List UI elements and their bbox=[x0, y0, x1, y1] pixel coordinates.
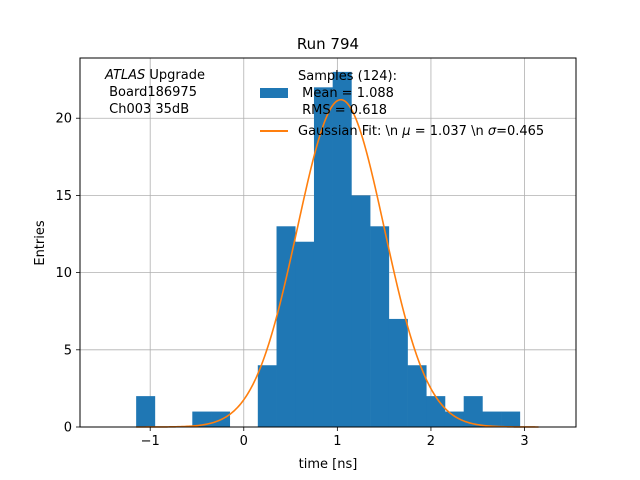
histogram-bar bbox=[136, 396, 156, 427]
legend-fit-text-b: = 1.037 \n bbox=[411, 124, 488, 139]
legend-mean-label: Mean = 1.088 bbox=[298, 86, 394, 101]
annotation-board: Board186975 bbox=[105, 85, 197, 100]
chart-title: Run 794 bbox=[297, 35, 359, 53]
histogram-bars bbox=[136, 71, 521, 428]
histogram-bar bbox=[463, 396, 483, 427]
legend-histogram-swatch bbox=[260, 88, 288, 98]
histogram-bar bbox=[192, 411, 212, 427]
histogram-bar bbox=[482, 411, 502, 427]
histogram-bar bbox=[370, 226, 390, 427]
y-tick-label: 5 bbox=[64, 343, 72, 358]
annotation-line-1: ATLAS Upgrade bbox=[104, 68, 205, 83]
legend-fit-sigma: σ bbox=[488, 124, 497, 139]
gaussian-fit-line bbox=[136, 98, 539, 428]
x-axis-label: time [ns] bbox=[299, 457, 358, 472]
y-tick-label: 10 bbox=[55, 266, 72, 281]
x-tick-label: 0 bbox=[240, 434, 248, 449]
histogram-bar bbox=[501, 411, 521, 427]
legend-samples-label: Samples (124): bbox=[298, 69, 397, 84]
annotation-upgrade: Upgrade bbox=[145, 68, 205, 83]
histogram-bar bbox=[351, 195, 371, 427]
histogram-bar bbox=[313, 87, 333, 428]
y-tick-label: 15 bbox=[55, 189, 72, 204]
histogram-bar bbox=[444, 411, 464, 427]
histogram-bar bbox=[332, 71, 352, 428]
legend-fit-label: Gaussian Fit: \n μ = 1.037 \n σ=0.465 bbox=[298, 124, 544, 139]
histogram-bar bbox=[257, 365, 277, 427]
legend: Samples (124): Mean = 1.088 RMS = 0.618 … bbox=[260, 69, 544, 139]
histogram-bar bbox=[295, 241, 315, 427]
atlas-annotation: ATLAS Upgrade Board186975 Ch003 35dB bbox=[104, 68, 205, 117]
x-tick-label: 3 bbox=[520, 434, 528, 449]
annotation-atlas: ATLAS bbox=[104, 68, 145, 83]
legend-fit-mu: μ bbox=[401, 124, 410, 139]
y-tick-label: 20 bbox=[55, 112, 72, 127]
histogram-bar bbox=[388, 318, 408, 427]
y-axis-ticks: 0 5 10 15 20 bbox=[55, 112, 80, 436]
x-tick-label: 1 bbox=[333, 434, 341, 449]
histogram-bar bbox=[407, 365, 427, 427]
legend-rms-label: RMS = 0.618 bbox=[298, 103, 387, 118]
x-tick-label: −1 bbox=[141, 434, 160, 449]
legend-fit-text-a: Gaussian Fit: \n bbox=[298, 124, 402, 139]
histogram-bar bbox=[276, 226, 296, 427]
y-tick-label: 0 bbox=[64, 421, 72, 436]
legend-fit-text-c: =0.465 bbox=[496, 124, 544, 139]
y-axis-label: Entries bbox=[33, 220, 48, 266]
plot-frame bbox=[79, 57, 577, 428]
histogram-bar bbox=[426, 396, 446, 427]
x-axis-ticks: −1 0 1 2 3 bbox=[141, 427, 529, 449]
x-tick-label: 2 bbox=[427, 434, 435, 449]
annotation-channel: Ch003 35dB bbox=[105, 102, 189, 117]
